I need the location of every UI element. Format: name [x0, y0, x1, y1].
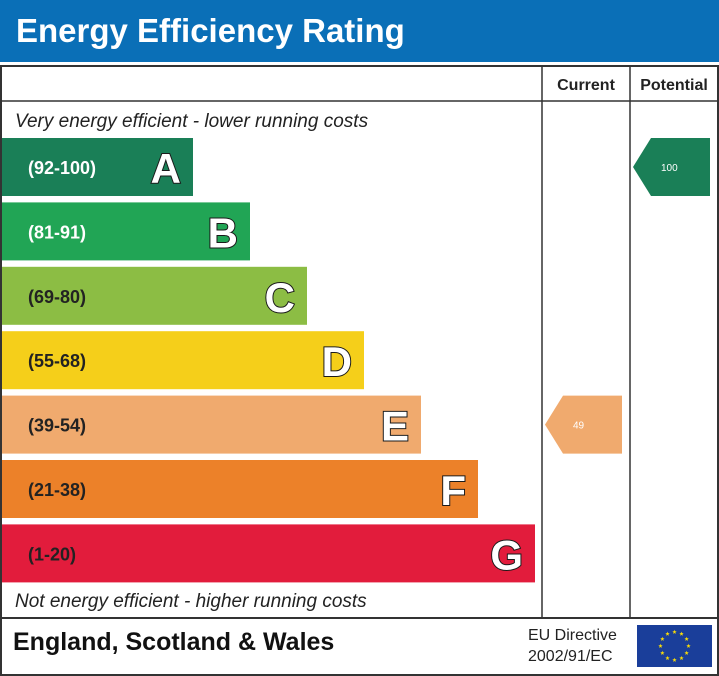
- current-rating-value: 49: [573, 421, 585, 432]
- band-d-range: (55-68): [28, 351, 86, 371]
- band-b-range: (81-91): [28, 222, 86, 242]
- flag-star: [672, 657, 677, 662]
- flag-star: [679, 655, 684, 660]
- band-a-bar: [2, 138, 193, 196]
- rating-bands: (92-100) A (81-91) B (69-80) C (55-68) D (39-54)…: [2, 138, 535, 583]
- potential-rating-value: 100: [661, 163, 678, 174]
- flag-star: [686, 643, 691, 648]
- band-a-range: (92-100): [28, 158, 96, 178]
- region-label: England, Scotland & Wales: [13, 628, 335, 656]
- inefficient-caption: Not energy efficient - higher running co…: [15, 591, 367, 612]
- flag-star: [660, 636, 665, 641]
- current-rating-arrow: [545, 395, 622, 454]
- band-g-range: (1-20): [28, 544, 76, 564]
- band-e-bar: [2, 395, 421, 454]
- band-e-letter: E: [381, 403, 409, 450]
- current-column-header: Current: [557, 77, 615, 94]
- flag-star: [679, 631, 684, 636]
- band-b-bar: [2, 202, 250, 261]
- band-f-bar: [2, 460, 478, 518]
- flag-star: [684, 650, 689, 655]
- efficient-caption: Very energy efficient - lower running co…: [15, 111, 369, 132]
- potential-rating-arrow: [633, 138, 710, 196]
- flag-star: [684, 636, 689, 641]
- band-c-bar: [2, 266, 307, 325]
- flag-star: [658, 643, 663, 648]
- band-d-bar: [2, 331, 364, 390]
- band-g-bar: [2, 524, 535, 583]
- directive-number: 2002/91/EC: [528, 648, 613, 665]
- band-a-letter: A: [151, 145, 181, 192]
- band-g-letter: G: [490, 531, 523, 578]
- potential-column-header: Potential: [640, 77, 708, 94]
- flag-star: [665, 655, 670, 660]
- band-c-range: (69-80): [28, 287, 86, 307]
- directive-label: EU Directive: [528, 627, 617, 644]
- band-f-letter: F: [440, 467, 466, 514]
- flag-star: [672, 629, 677, 634]
- band-b-letter: B: [208, 209, 238, 256]
- header-bar: Energy Efficiency Rating: [0, 0, 719, 62]
- band-e-range: (39-54): [28, 416, 86, 436]
- flag-star: [665, 631, 670, 636]
- band-f-range: (21-38): [28, 480, 86, 500]
- page-title: Energy Efficiency Rating: [16, 12, 405, 49]
- band-d-letter: D: [322, 338, 352, 385]
- eu-flag-icon: [637, 625, 712, 667]
- rating-markers: 49 100: [545, 138, 710, 454]
- band-c-letter: C: [265, 274, 295, 321]
- flag-star: [660, 650, 665, 655]
